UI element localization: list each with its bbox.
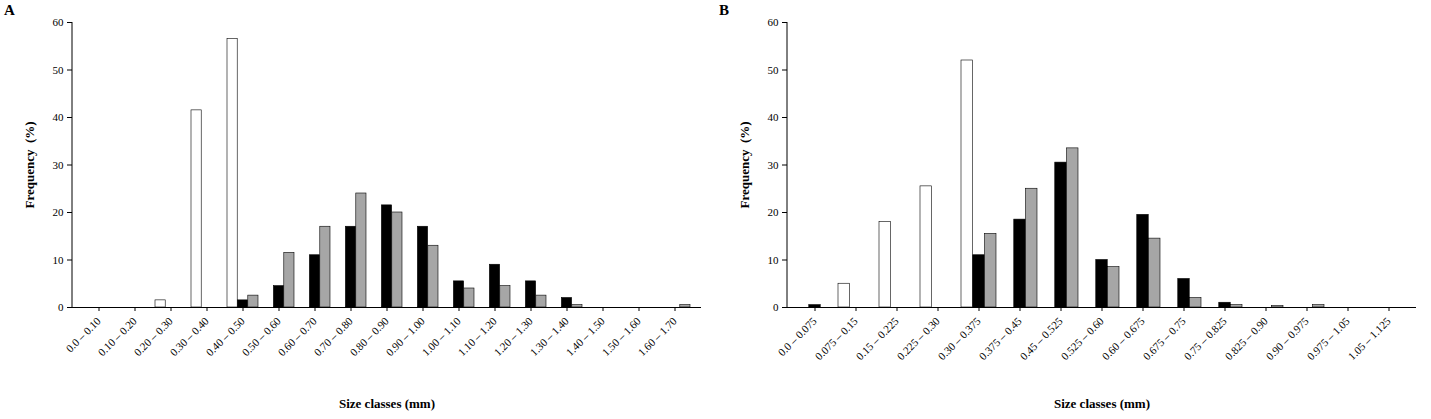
svg-text:40: 40 — [53, 111, 65, 123]
svg-text:0.225 – 0.30: 0.225 – 0.30 — [895, 314, 943, 362]
svg-text:Size classes (mm): Size classes (mm) — [1054, 396, 1150, 411]
svg-text:0.80 – 0.90: 0.80 – 0.90 — [347, 314, 391, 359]
svg-text:50: 50 — [768, 64, 780, 76]
svg-text:0.30 – 0.375: 0.30 – 0.375 — [936, 314, 984, 362]
svg-text:0.70 – 0.80: 0.70 – 0.80 — [311, 314, 355, 359]
svg-text:0.45 – 0.525: 0.45 – 0.525 — [1018, 314, 1066, 362]
svg-text:10: 10 — [53, 254, 65, 266]
svg-text:1.40 – 1.50: 1.40 – 1.50 — [563, 314, 607, 359]
svg-text:0.675 – 0.75: 0.675 – 0.75 — [1141, 314, 1189, 362]
svg-text:10: 10 — [768, 254, 780, 266]
svg-text:Size classes (mm): Size classes (mm) — [339, 396, 435, 411]
svg-text:1.60 – 1.70: 1.60 – 1.70 — [635, 314, 679, 358]
svg-text:30: 30 — [53, 159, 65, 171]
svg-text:0.50 – 0.60: 0.50 – 0.60 — [239, 314, 283, 359]
svg-text:0.75 – 0.825: 0.75 – 0.825 — [1182, 314, 1230, 362]
svg-text:0.0 – 0.10: 0.0 – 0.10 — [63, 314, 103, 355]
svg-text:0.975 – 1.05: 0.975 – 1.05 — [1305, 314, 1353, 362]
svg-text:0.15 – 0.225: 0.15 – 0.225 — [854, 314, 902, 362]
svg-text:0.10 – 0.20: 0.10 – 0.20 — [95, 314, 139, 359]
svg-text:0.525 – 0.60: 0.525 – 0.60 — [1059, 314, 1107, 362]
svg-text:0: 0 — [773, 301, 779, 313]
svg-text:30: 30 — [768, 159, 780, 171]
svg-text:50: 50 — [53, 64, 65, 76]
svg-text:0: 0 — [58, 301, 64, 313]
svg-text:0.075 – 0.15: 0.075 – 0.15 — [813, 314, 861, 362]
svg-text:1.00 – 1.10: 1.00 – 1.10 — [419, 314, 463, 359]
svg-text:0.20 – 0.30: 0.20 – 0.30 — [131, 314, 175, 359]
svg-text:0.375 – 0.45: 0.375 – 0.45 — [977, 314, 1025, 362]
svg-text:1.50 – 1.60: 1.50 – 1.60 — [599, 314, 643, 359]
svg-text:1.30 – 1.40: 1.30 – 1.40 — [527, 314, 571, 359]
svg-text:1.05 – 1.125: 1.05 – 1.125 — [1346, 314, 1394, 362]
html-text:B: B — [719, 2, 729, 18]
svg-text:0.90 – 1.00: 0.90 – 1.00 — [383, 314, 427, 359]
svg-text:1.10 – 1.20: 1.10 – 1.20 — [455, 314, 499, 359]
svg-text:0.40 – 0.50: 0.40 – 0.50 — [203, 314, 247, 359]
svg-text:0.825 – 0.90: 0.825 – 0.90 — [1223, 314, 1271, 362]
svg-text:0.0 – 0.075: 0.0 – 0.075 — [775, 314, 819, 358]
html-text:A: A — [4, 2, 15, 18]
svg-text:0.60 – 0.70: 0.60 – 0.70 — [275, 314, 319, 359]
svg-text:Frequency (%): Frequency (%) — [22, 121, 37, 208]
svg-text:60: 60 — [53, 16, 65, 28]
svg-text:Frequency (%): Frequency (%) — [737, 121, 752, 208]
svg-text:1.20 – 1.30: 1.20 – 1.30 — [491, 314, 535, 359]
svg-text:0.30 – 0.40: 0.30 – 0.40 — [167, 314, 211, 359]
svg-text:60: 60 — [768, 16, 780, 28]
svg-text:20: 20 — [53, 206, 65, 218]
svg-text:0.90 – 0.975: 0.90 – 0.975 — [1264, 314, 1312, 362]
svg-text:0.60 – 0.675: 0.60 – 0.675 — [1100, 314, 1148, 362]
svg-text:40: 40 — [768, 111, 780, 123]
svg-text:20: 20 — [768, 206, 780, 218]
